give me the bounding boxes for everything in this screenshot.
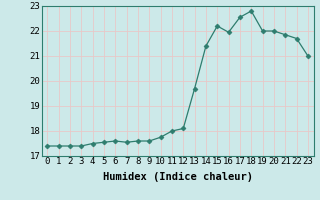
X-axis label: Humidex (Indice chaleur): Humidex (Indice chaleur) [103,172,252,182]
